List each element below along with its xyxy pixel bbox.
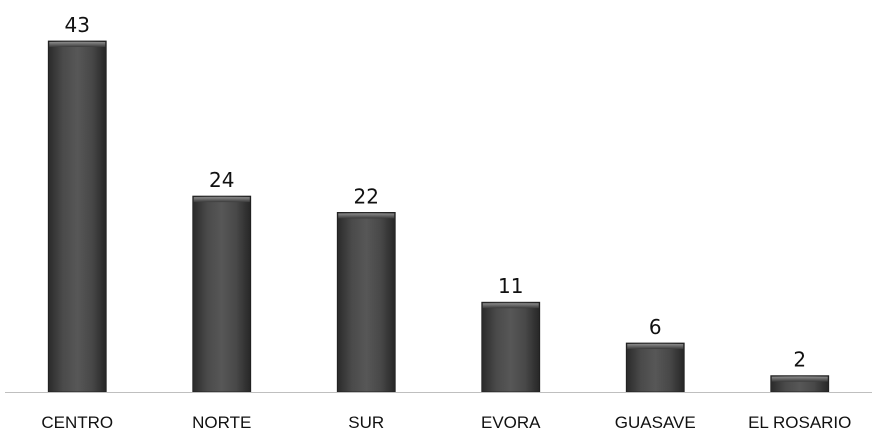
bar-cap [482,303,539,309]
bar-cap [49,42,106,47]
data-label: 24 [209,168,234,192]
bar-norte [192,195,252,393]
data-label: 2 [793,348,806,372]
data-label: 6 [649,315,662,339]
bar-cap [193,197,250,203]
category-label: CENTRO [41,413,113,432]
data-label: 22 [354,184,379,208]
bar-guasave [625,342,685,393]
bar-sur [336,212,396,393]
bars-group [47,40,830,393]
category-label: SUR [348,413,384,432]
bar-evora [481,301,541,393]
data-labels-group: 43 24 22 11 6 2 [65,13,807,372]
category-label: NORTE [192,413,251,432]
category-label: EL ROSARIO [748,413,851,432]
bar-centro [47,40,107,393]
bar-cap [338,213,395,219]
category-label: GUASAVE [615,413,696,432]
category-labels-group: CENTRO NORTE SUR EVORA GUASAVE EL ROSARIO [41,413,851,432]
bar-cap [771,376,828,382]
data-label: 11 [498,274,523,298]
bar-cap [627,344,684,350]
category-label: EVORA [481,413,541,432]
data-label: 43 [65,13,90,37]
